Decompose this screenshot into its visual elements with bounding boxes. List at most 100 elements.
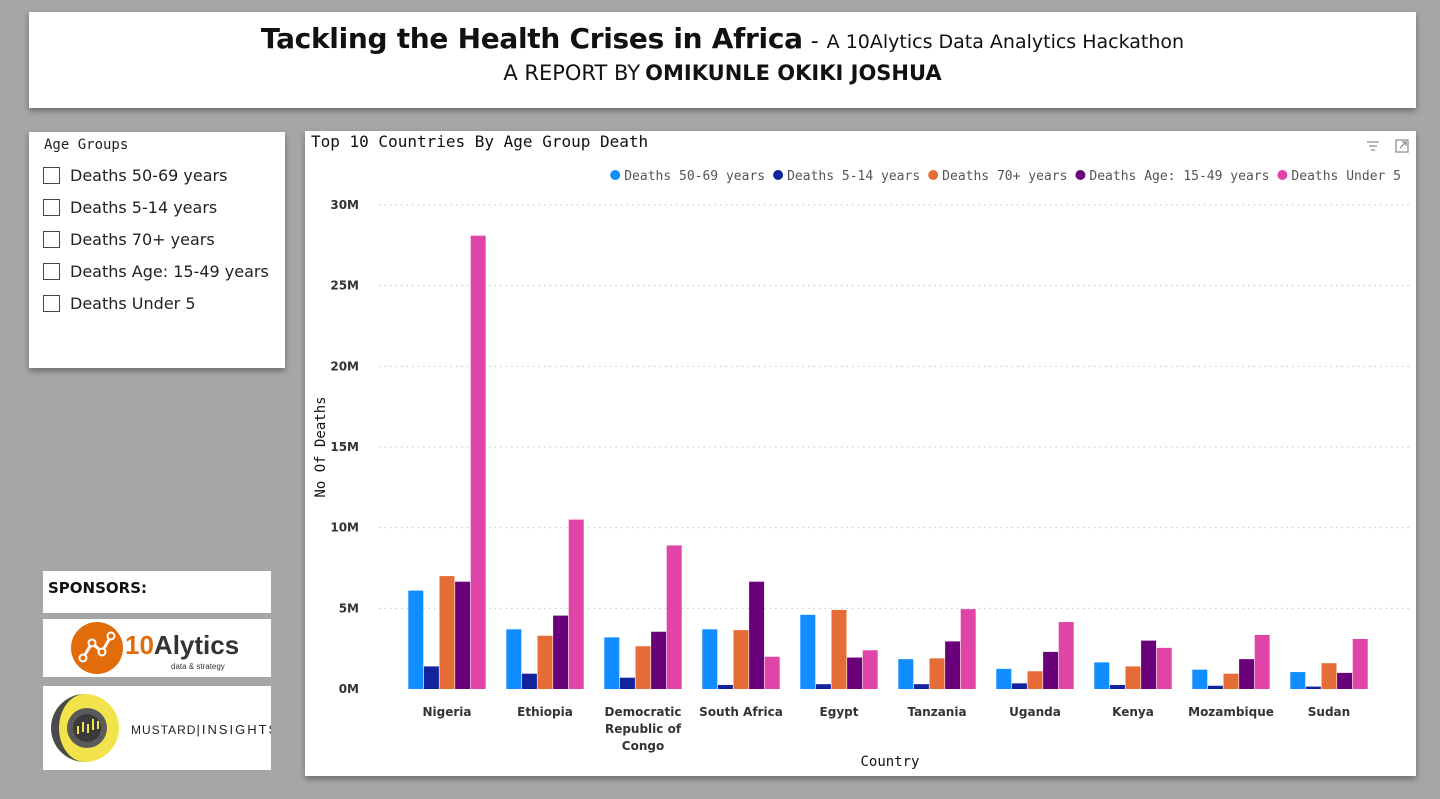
bar (847, 657, 863, 689)
x-tick-label: Mozambique (1188, 705, 1274, 719)
bar (423, 666, 439, 689)
bar (1094, 662, 1110, 689)
bar (1011, 683, 1027, 689)
report-by-label: A REPORT BY (503, 61, 641, 85)
x-tick-label: South Africa (699, 705, 783, 719)
bar (815, 684, 831, 689)
slicer-option-label: Deaths Age: 15-49 years (70, 261, 269, 281)
byline: A REPORT BY OMIKUNLE OKIKI JOSHUA (29, 61, 1416, 85)
bar (898, 659, 914, 689)
bar (1156, 647, 1172, 689)
x-tick-label: Egypt (820, 705, 859, 719)
bar (733, 630, 749, 689)
slicer-option-deaths-under-5[interactable]: Deaths Under 5 (43, 292, 196, 314)
bar (831, 609, 847, 689)
x-tick-label: Uganda (1009, 705, 1061, 719)
tenalytics-logo-icon: 10Alytics data & strategy (71, 622, 239, 674)
bar (862, 650, 878, 689)
slicer-title: Age Groups (44, 137, 129, 153)
bar (619, 677, 635, 689)
x-tick-label: Tanzania (907, 705, 966, 719)
y-tick-label: 30M (330, 198, 359, 212)
legend-label: Deaths Age: 15-49 years (1089, 169, 1269, 184)
bar (1239, 659, 1255, 689)
mustard-insights-logo-icon: MUSTARD|INSIGHTS (51, 694, 277, 762)
sponsors-heading-box: SPONSORS: (43, 571, 271, 613)
bar (1337, 672, 1353, 689)
checkbox[interactable] (43, 230, 60, 248)
bar (1321, 663, 1337, 689)
title-line: Tackling the Health Crises in Africa - A 1… (29, 22, 1416, 55)
x-tick-label: Congo (622, 739, 664, 753)
bar (749, 581, 765, 689)
legend-label: Deaths 70+ years (942, 169, 1067, 184)
legend-label: Deaths Under 5 (1291, 169, 1401, 184)
x-tick-label: Nigeria (422, 705, 471, 719)
y-axis-title: No Of Deaths (313, 396, 329, 497)
bar (408, 590, 424, 689)
bar (1223, 673, 1239, 689)
title-separator: - (810, 29, 819, 54)
bar (651, 631, 667, 689)
slicer-option-deaths-5-14[interactable]: Deaths 5-14 years (43, 196, 217, 218)
bar (537, 635, 553, 689)
checkbox[interactable] (43, 166, 60, 184)
svg-text:MUSTARD|INSIGHTS: MUSTARD|INSIGHTS (131, 722, 271, 737)
chart-title: Top 10 Countries By Age Group Death (311, 132, 649, 151)
clustered-bar-chart: 0M 5M 10M 15M 20M 25M 30M No Of Deaths Country Ni… (313, 169, 1409, 770)
legend-label: Deaths 50-69 years (624, 169, 765, 184)
bar (1290, 672, 1306, 689)
report-subtitle: A 10Alytics Data Analytics Hackathon (826, 31, 1185, 53)
bar (1305, 686, 1321, 689)
x-tick-label: Sudan (1308, 705, 1350, 719)
bar (764, 656, 780, 689)
x-axis-title: Country (860, 754, 919, 770)
report-header: Tackling the Health Crises in Africa - A 1… (29, 12, 1416, 108)
bar (1109, 684, 1125, 689)
chart-visual: 0M 5M 10M 15M 20M 25M 30M No Of Deaths Country Ni… (305, 131, 1416, 776)
legend-marker (1075, 170, 1086, 180)
bar (929, 658, 945, 689)
legend-marker (773, 170, 784, 180)
slicer-option-label: Deaths 50-69 years (70, 165, 228, 185)
focus-mode-icon[interactable] (1394, 138, 1410, 154)
x-tick-label: Democratic (605, 705, 682, 719)
slicer-option-label: Deaths 70+ years (70, 229, 215, 249)
bar (455, 581, 471, 689)
bar (945, 641, 961, 689)
bar (506, 629, 522, 689)
bar (996, 668, 1012, 689)
slicer-option-label: Deaths Under 5 (70, 293, 196, 313)
checkbox[interactable] (43, 198, 60, 216)
bar (470, 235, 486, 690)
filter-icon[interactable] (1365, 138, 1381, 154)
checkbox[interactable] (43, 294, 60, 312)
sponsor-logo-10alytics: 10Alytics data & strategy (43, 619, 271, 677)
bar (1141, 640, 1157, 689)
checkbox[interactable] (43, 262, 60, 280)
bar (1352, 638, 1368, 689)
bar (439, 576, 455, 689)
bar (604, 637, 620, 689)
y-tick-label: 25M (330, 279, 359, 293)
y-tick-label: 5M (339, 601, 359, 615)
bar (521, 673, 537, 689)
svg-text:10Alytics: 10Alytics (125, 630, 239, 660)
bar (1125, 666, 1141, 689)
bar (1043, 651, 1059, 689)
report-title: Tackling the Health Crises in Africa (260, 22, 803, 55)
bar (553, 615, 569, 689)
legend-marker (928, 170, 939, 180)
slicer-option-deaths-15-49[interactable]: Deaths Age: 15-49 years (43, 260, 269, 282)
bar (913, 684, 929, 689)
slicer-option-deaths-70-plus[interactable]: Deaths 70+ years (43, 228, 215, 250)
sponsors-label: SPONSORS: (48, 579, 148, 597)
bar (800, 614, 816, 689)
bar (1207, 685, 1223, 689)
bar (1027, 671, 1043, 689)
slicer-option-deaths-50-69[interactable]: Deaths 50-69 years (43, 164, 227, 186)
x-tick-label: Republic of (605, 722, 682, 736)
bar (635, 646, 651, 689)
legend-marker (610, 170, 621, 180)
